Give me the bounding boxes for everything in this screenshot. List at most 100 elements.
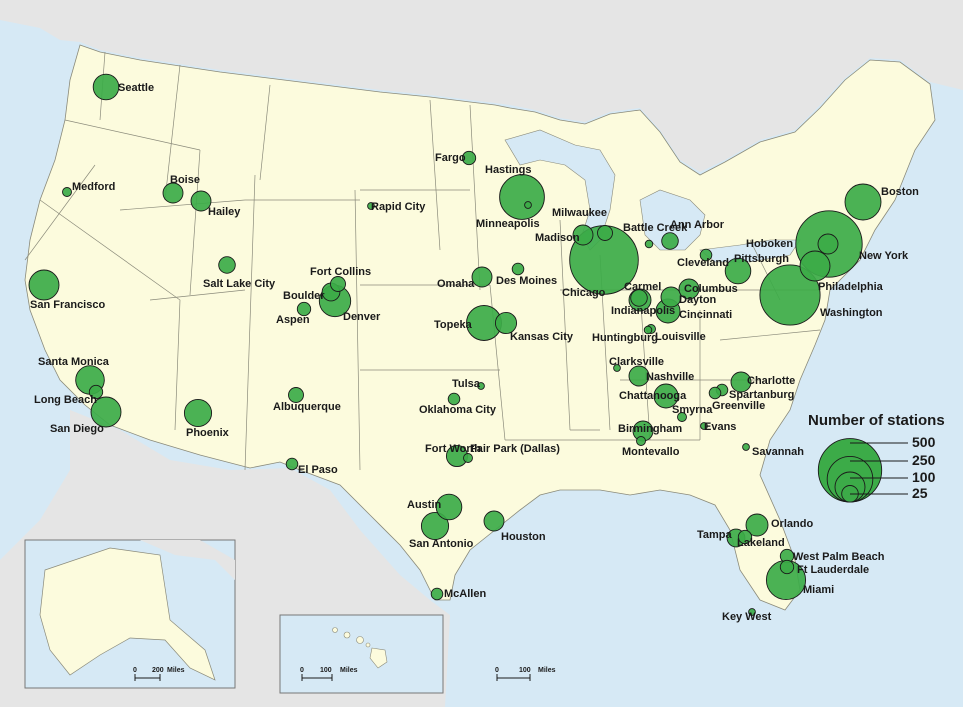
city-label: Montevallo bbox=[622, 446, 680, 458]
city-label: Tampa bbox=[697, 529, 733, 541]
city-labels: Seattle Medford Boise Hailey San Francisco Sa… bbox=[30, 82, 919, 623]
city-label: Boston bbox=[881, 186, 919, 198]
city-label: Chattanooga bbox=[619, 390, 687, 402]
city-label: Boulder bbox=[283, 290, 325, 302]
city-label: Houston bbox=[501, 531, 546, 543]
station-bubble bbox=[190, 190, 212, 212]
city-label: Long Beach bbox=[34, 394, 97, 406]
city-label: Evans bbox=[704, 421, 736, 433]
city-label: Fort Worth bbox=[425, 443, 481, 455]
city-label: Fargo bbox=[435, 152, 466, 164]
city-label: Aspen bbox=[276, 314, 310, 326]
alaska-scale-unit: Miles bbox=[167, 667, 185, 674]
city-label: Savannah bbox=[752, 446, 804, 458]
station-bubble bbox=[461, 150, 477, 166]
station-bubble bbox=[92, 73, 120, 101]
alaska-scale-dist: 200 bbox=[152, 667, 164, 674]
pr-scale-dist: 100 bbox=[519, 667, 531, 674]
station-bubble bbox=[597, 225, 613, 241]
city-label: Kansas City bbox=[510, 331, 574, 343]
station-bubble bbox=[183, 398, 213, 428]
station-bubble bbox=[844, 183, 882, 221]
city-label: Pittsburgh bbox=[734, 253, 789, 265]
city-label: Albuquerque bbox=[273, 401, 341, 413]
station-bubble bbox=[28, 269, 60, 301]
station-bubble bbox=[730, 371, 752, 393]
city-label: Minneapolis bbox=[476, 218, 540, 230]
city-label: El Paso bbox=[298, 464, 338, 476]
station-bubble bbox=[296, 301, 312, 317]
legend-value-25: 25 bbox=[912, 485, 928, 501]
station-bubble bbox=[218, 256, 236, 274]
city-label: Austin bbox=[407, 499, 442, 511]
station-bubbles bbox=[28, 73, 882, 616]
station-bubble bbox=[636, 436, 646, 446]
station-bubble bbox=[483, 510, 505, 532]
city-label: Charlotte bbox=[747, 375, 795, 387]
alaska-inset bbox=[24, 539, 236, 689]
station-bubble bbox=[285, 457, 299, 471]
station-bubble bbox=[499, 174, 545, 220]
city-label: Smyrna bbox=[672, 404, 713, 416]
city-label: San Antonio bbox=[409, 538, 474, 550]
city-label: Denver bbox=[343, 311, 381, 323]
city-label: Indianapolis bbox=[611, 305, 675, 317]
station-bubble bbox=[644, 239, 654, 249]
station-bubble bbox=[643, 325, 653, 335]
station-bubble bbox=[724, 257, 752, 285]
station-bubble bbox=[90, 396, 122, 428]
city-label: Cincinnati bbox=[679, 309, 732, 321]
city-label: Chicago bbox=[562, 287, 606, 299]
city-label: Tulsa bbox=[452, 378, 481, 390]
station-bubble bbox=[628, 365, 650, 387]
station-bubble bbox=[572, 224, 594, 246]
station-bubble bbox=[524, 201, 532, 209]
station-bubble bbox=[742, 443, 750, 451]
city-label: Nashville bbox=[646, 371, 694, 383]
station-bubble bbox=[511, 262, 525, 276]
city-label: Washington bbox=[820, 307, 883, 319]
station-bubble bbox=[779, 559, 795, 575]
city-label: Orlando bbox=[771, 518, 813, 530]
station-bubble bbox=[162, 182, 184, 204]
legend: Number of stations 500 250 100 25 bbox=[808, 412, 945, 503]
station-bubble bbox=[660, 286, 682, 308]
station-bubble bbox=[494, 311, 518, 335]
city-label: Greenville bbox=[712, 400, 765, 412]
station-bubble bbox=[430, 587, 444, 601]
alaska-scale-zero: 0 bbox=[133, 667, 137, 674]
city-label: Louisville bbox=[655, 331, 706, 343]
station-bubble bbox=[799, 250, 831, 282]
station-bubble bbox=[759, 264, 821, 326]
city-label: Columbus bbox=[684, 283, 738, 295]
city-label: Hastings bbox=[485, 164, 531, 176]
city-label: Key West bbox=[722, 611, 772, 623]
city-label: Omaha bbox=[437, 278, 475, 290]
city-label: San Diego bbox=[50, 423, 104, 435]
station-bubble bbox=[748, 608, 756, 616]
city-label: Salt Lake City bbox=[203, 278, 276, 290]
city-label: Phoenix bbox=[186, 427, 230, 439]
city-label: Clarksville bbox=[609, 356, 664, 368]
city-label: Medford bbox=[72, 181, 115, 193]
station-bubble bbox=[708, 386, 722, 400]
city-label: Fair Park (Dallas) bbox=[470, 443, 560, 455]
city-label: Hoboken bbox=[746, 238, 793, 250]
station-bubble bbox=[435, 493, 463, 521]
legend-value-250: 250 bbox=[912, 452, 936, 468]
legend-title: Number of stations bbox=[808, 412, 945, 429]
station-bubble bbox=[330, 276, 346, 292]
station-bubble bbox=[447, 392, 461, 406]
station-bubble bbox=[471, 266, 493, 288]
city-label: Birmingham bbox=[618, 423, 682, 435]
station-bubble bbox=[677, 412, 687, 422]
city-label: Oklahoma City bbox=[419, 404, 497, 416]
legend-circles bbox=[817, 438, 908, 503]
city-label: Battle Creek bbox=[623, 222, 688, 234]
station-bubble bbox=[661, 232, 679, 250]
station-bubble bbox=[699, 248, 713, 262]
hawaii-scale-zero: 0 bbox=[300, 667, 304, 674]
pr-scale-unit: Miles bbox=[538, 667, 556, 674]
station-bubble bbox=[613, 364, 621, 372]
